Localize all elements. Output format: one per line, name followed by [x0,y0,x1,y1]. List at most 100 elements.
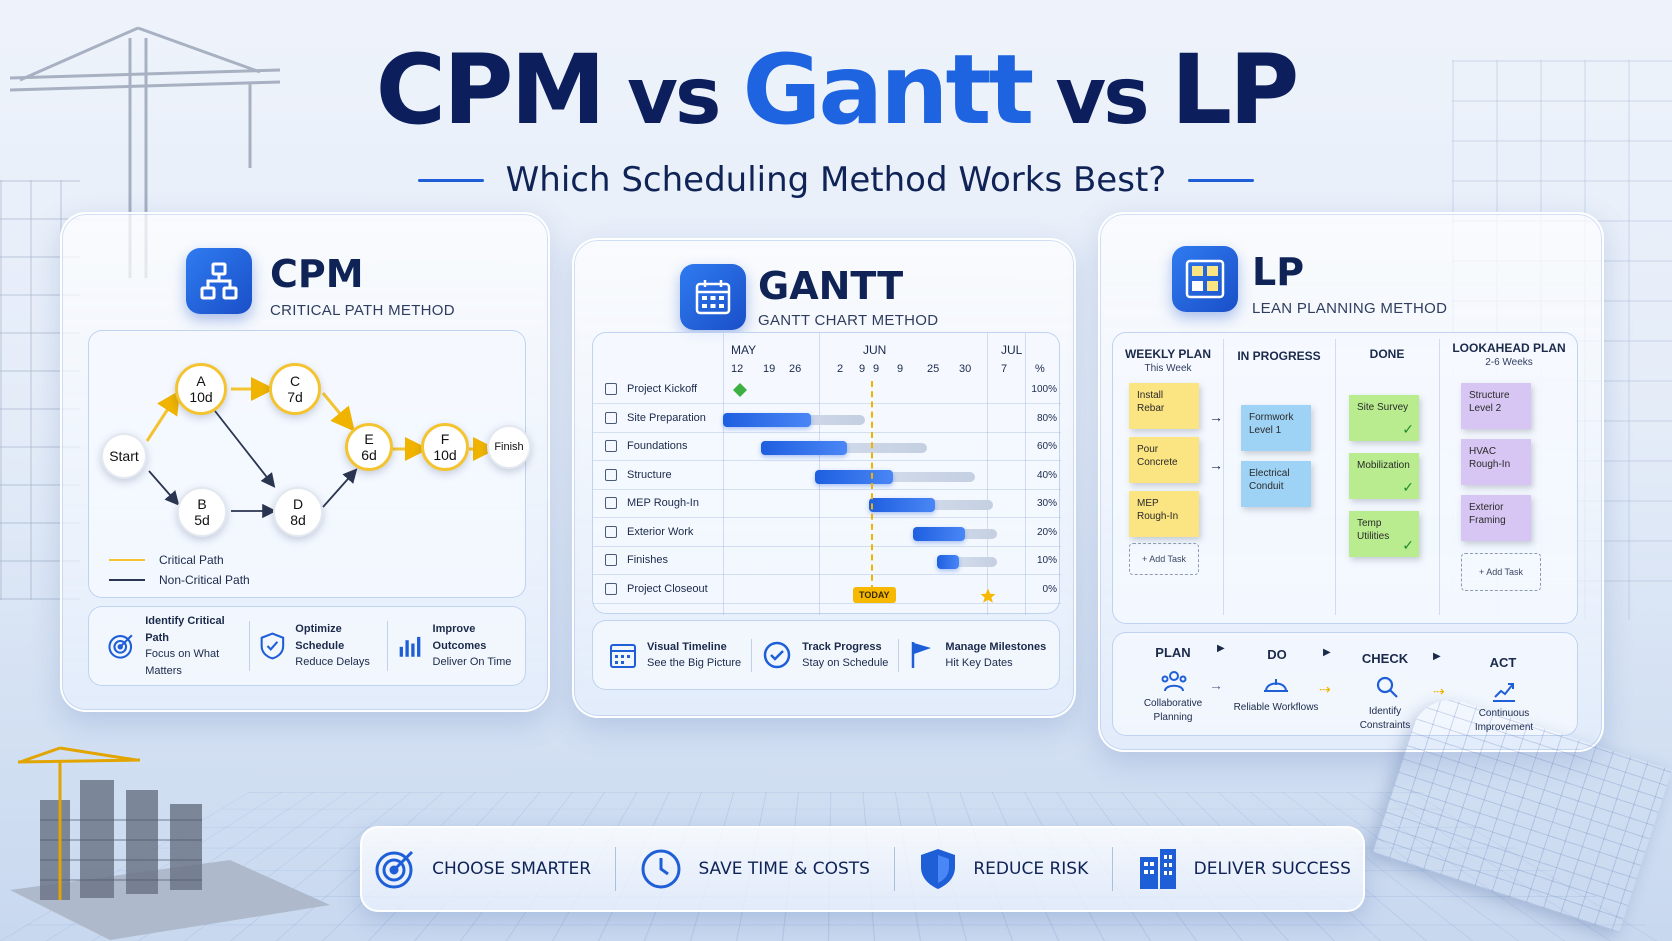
arrow-right-icon: → [1209,677,1223,693]
building-icon [1138,847,1178,891]
task-card[interactable]: Install Rebar [1129,383,1199,429]
bar-chart-icon [398,631,423,661]
task-name: Finishes [627,554,668,566]
feature-visual-timeline: Visual Timeline See the Big Picture [599,639,751,672]
task-percent: 0% [1027,584,1057,595]
benefit-save-time-costs: SAVE TIME & COSTS [640,848,870,890]
task-bar[interactable] [937,555,959,569]
legend-non-critical: Non-Critical Path [109,573,250,587]
gantt-task-row[interactable]: Project Kickoff [605,383,697,395]
task-card[interactable]: Formwork Level 1 [1241,405,1311,451]
gantt-task-row[interactable]: Foundations [605,440,688,452]
hard-hat-icon [1263,673,1289,697]
feature-title: Manage Milestones [945,639,1046,656]
legend-swatch [109,559,145,561]
feature-track-progress: Track Progress Stay on Schedule [751,639,898,672]
task-card[interactable]: Temp Utilities ✓ [1349,511,1419,557]
benefit-label: SAVE TIME & COSTS [698,859,870,879]
cpm-node-c: C 7d [269,363,321,415]
gantt-features: Visual Timeline See the Big Picture Track… [592,620,1060,690]
task-bar[interactable] [815,470,893,484]
column-divider [1439,339,1440,615]
task-card[interactable]: Exterior Framing [1461,495,1531,541]
task-card[interactable]: Electrical Conduit [1241,461,1311,507]
grid-line [987,333,988,615]
day-label: 25 [927,363,939,375]
title-vs: vs [603,52,743,142]
node-duration: 8d [290,512,306,528]
percent-header: % [1035,363,1045,375]
growth-chart-icon [1491,679,1517,703]
gantt-task-row[interactable]: Structure [605,469,672,481]
column-divider [1335,339,1336,615]
task-card[interactable]: Mobilization ✓ [1349,453,1419,499]
cpm-node-b: B 5d [177,487,227,537]
divider [1112,847,1113,891]
gantt-task-row[interactable]: Exterior Work [605,526,693,538]
node-label: F [441,431,450,447]
day-label: 9 [873,363,879,375]
task-card[interactable]: Pour Concrete [1129,437,1199,483]
task-card[interactable]: HVAC Rough-In [1461,439,1531,485]
task-name: Project Closeout [627,583,708,595]
gantt-task-row[interactable]: MEP Rough-In [605,497,699,509]
title-lp: LP [1171,34,1297,146]
task-bar[interactable] [723,413,811,427]
feature-optimize-schedule: Optimize Schedule Reduce Delays [249,621,386,671]
pdca-do-sub: Reliable Workflows [1233,701,1319,715]
node-label: D [293,496,303,512]
task-name: Site Preparation [627,412,706,424]
feature-sub: Focus on What Matters [145,648,219,677]
task-card[interactable]: MEP Rough-In [1129,491,1199,537]
star-milestone-icon [979,587,997,605]
feature-title: Identify Critical Path [145,613,239,646]
task-icon [605,497,617,509]
feature-improve-outcomes: Improve Outcomes Deliver On Time [387,621,525,671]
gantt-task-row[interactable]: Finishes [605,554,668,566]
divider [615,847,616,891]
clock-icon [640,848,682,890]
column-lookahead-sub: 2-6 Weeks [1439,357,1579,368]
chevron-right-icon: ▶ [1217,643,1225,654]
day-label: 12 [731,363,743,375]
grid-row-line [593,460,1061,461]
today-badge: TODAY [853,587,896,603]
feature-manage-milestones: Manage Milestones Hit Key Dates [898,639,1056,672]
title-vs: vs [1031,52,1171,142]
cpm-node-f: F 10d [421,423,469,471]
arrow-right-icon: → [1209,457,1223,473]
task-card[interactable]: Structure Level 2 [1461,383,1531,429]
add-task-button[interactable]: + Add Task [1461,553,1541,591]
task-icon [605,440,617,452]
gantt-chart-area: MAY JUN JUL 12 19 26 2 9 9 9 25 30 7 % P… [592,332,1060,614]
gantt-task-row[interactable]: Site Preparation [605,412,706,424]
calendar-icon [609,641,637,669]
task-percent: 20% [1027,527,1057,538]
shield-check-icon [260,629,285,663]
task-icon [605,412,617,424]
column-divider [1223,339,1224,615]
task-bar[interactable] [761,441,847,455]
task-icon [605,469,617,481]
pdca-plan-sub: Collaborative Planning [1131,697,1215,724]
pdca-act: ACT [1463,655,1543,670]
task-card[interactable]: Site Survey ✓ [1349,395,1419,441]
title-gantt: Gantt [743,34,1032,146]
task-bar[interactable] [913,527,965,541]
chevron-right-icon: ▶ [1323,647,1331,658]
add-task-button[interactable]: + Add Task [1129,543,1199,575]
subtitle-divider [418,179,484,182]
grid-row-line [593,546,1061,547]
cpm-node-a: A 10d [175,363,227,415]
page-subtitle: Which Scheduling Method Works Best? [506,160,1167,200]
arrow-right-icon: → [1209,409,1223,425]
checkmark-icon: ✓ [1402,536,1414,554]
sticky-board-icon [1172,246,1238,312]
gantt-task-row[interactable]: Project Closeout [605,583,708,595]
task-bar[interactable] [869,498,935,512]
feature-title: Improve Outcomes [433,621,515,654]
legend-critical: Critical Path [109,553,224,567]
divider [894,847,895,891]
feature-title: Visual Timeline [647,639,741,656]
subtitle-divider [1188,179,1254,182]
